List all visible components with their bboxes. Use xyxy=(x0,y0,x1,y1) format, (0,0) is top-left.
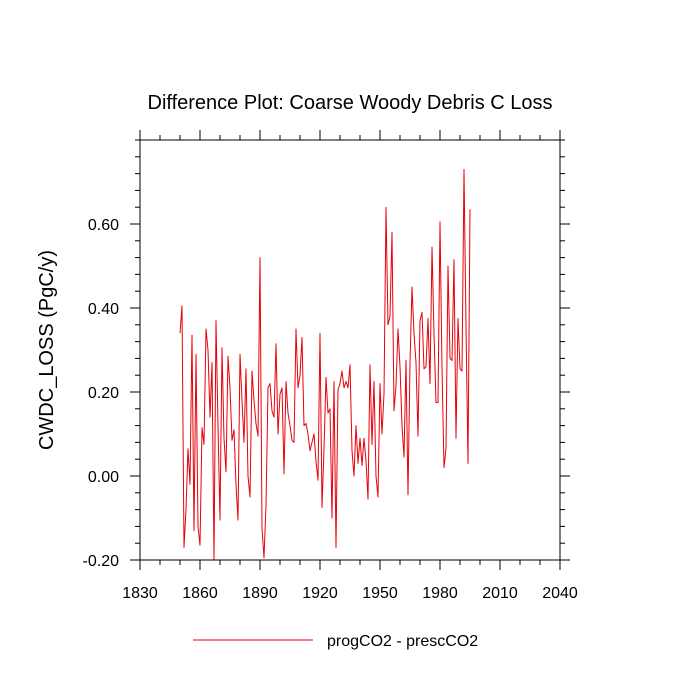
y-tick-label: 0.20 xyxy=(88,385,119,402)
series-line xyxy=(179,168,471,561)
tick-labels: 1830 1860 1890 1920 1950 1980 2010 2040 -0.20 0.0… xyxy=(83,217,578,602)
x-tick-label: 1860 xyxy=(182,585,218,602)
y-tick-label: 0.00 xyxy=(88,469,119,486)
x-tick-label: 1950 xyxy=(362,585,398,602)
legend-label: progCO2 - prescCO2 xyxy=(327,633,478,650)
y-tick-label: -0.20 xyxy=(83,553,120,570)
axis-ticks xyxy=(130,130,570,570)
series-group xyxy=(179,168,471,561)
x-tick-label: 1890 xyxy=(242,585,278,602)
x-tick-label: 2040 xyxy=(542,585,578,602)
x-tick-label: 1920 xyxy=(302,585,338,602)
plot-frame xyxy=(139,139,561,561)
x-tick-label: 2010 xyxy=(482,585,518,602)
legend: progCO2 - prescCO2 xyxy=(193,633,478,650)
y-tick-label: 0.40 xyxy=(88,301,119,318)
y-axis-label: CWDC_LOSS (PgC/y) xyxy=(36,250,58,450)
x-tick-label: 1980 xyxy=(422,585,458,602)
x-tick-label: 1830 xyxy=(122,585,158,602)
y-tick-label: 0.60 xyxy=(88,217,119,234)
chart-title: Difference Plot: Coarse Woody Debris C L… xyxy=(148,92,553,114)
